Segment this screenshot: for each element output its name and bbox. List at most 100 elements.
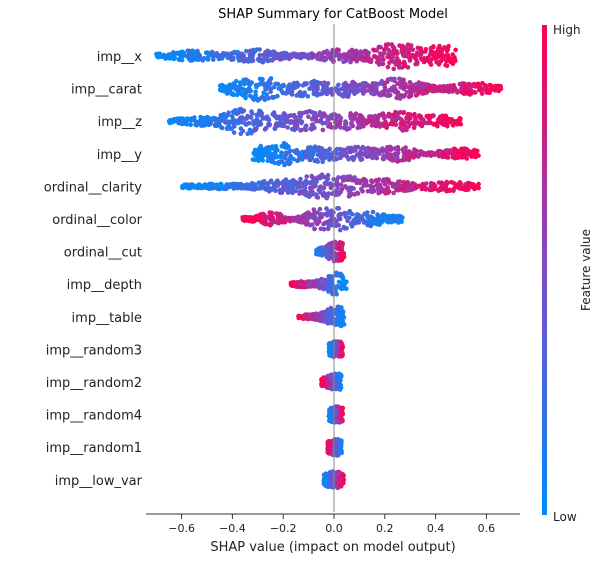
shap-point: [408, 43, 414, 48]
shap-point: [334, 188, 339, 194]
shap-point: [202, 56, 207, 61]
shap-point: [202, 118, 207, 124]
shap-point: [411, 121, 416, 126]
shap-point: [226, 110, 231, 115]
shap-point: [316, 187, 322, 193]
shap-point: [319, 378, 325, 384]
shap-point: [336, 279, 342, 285]
shap-point: [318, 317, 323, 322]
shap-point: [230, 55, 236, 60]
shap-point: [336, 47, 341, 53]
shap-point: [312, 284, 318, 289]
shap-point: [238, 126, 244, 131]
shap-point: [218, 114, 224, 120]
shap-point: [172, 55, 177, 61]
shap-point: [376, 112, 382, 118]
shap-point: [225, 51, 230, 57]
shap-point: [188, 122, 193, 128]
shap-point: [352, 115, 358, 121]
shap-point: [326, 247, 332, 252]
shap-point: [307, 185, 313, 191]
shap-point: [371, 154, 376, 160]
shap-point: [295, 158, 300, 164]
shap-point: [498, 84, 504, 89]
shap-point: [226, 126, 232, 131]
shap-point: [280, 90, 286, 96]
shap-point: [365, 188, 371, 194]
shap-point: [323, 482, 328, 488]
shap-point: [310, 174, 315, 180]
shap-point: [325, 150, 330, 155]
shap-point: [297, 185, 303, 190]
shap-point: [205, 50, 211, 55]
shap-point: [414, 61, 420, 67]
shap-point: [299, 120, 304, 126]
shap-point: [337, 121, 343, 127]
feature-label: imp__z: [98, 115, 143, 130]
shap-point: [415, 92, 420, 97]
shap-point: [287, 183, 293, 189]
shap-point: [355, 144, 361, 150]
shap-point: [350, 123, 356, 129]
shap-point: [224, 182, 230, 187]
shap-point: [473, 90, 478, 95]
shap-point: [275, 214, 281, 219]
shap-point: [338, 115, 344, 121]
shap-point: [352, 56, 357, 62]
shap-point: [460, 151, 466, 156]
shap-point: [186, 186, 191, 191]
shap-point: [309, 314, 314, 320]
shap-point: [328, 305, 334, 311]
shap-point: [326, 181, 331, 187]
shap-point: [413, 82, 419, 87]
shap-point: [385, 190, 391, 196]
colorbar-title: Feature value: [579, 229, 593, 311]
shap-point: [421, 152, 427, 158]
shap-point: [312, 226, 317, 232]
shap-point: [335, 437, 341, 442]
feature-points: [296, 304, 347, 329]
shap-point: [418, 81, 424, 87]
shap-point: [348, 113, 353, 119]
shap-point: [272, 113, 278, 119]
shap-point: [296, 313, 301, 319]
shap-point: [450, 61, 456, 67]
feature-label: imp__low_var: [55, 474, 143, 489]
shap-point: [400, 183, 405, 189]
data-points: [154, 42, 504, 491]
shap-point: [302, 126, 307, 132]
shap-point: [356, 218, 361, 224]
shap-point: [359, 113, 364, 119]
shap-point: [428, 45, 434, 51]
shap-point: [461, 81, 466, 87]
shap-point: [192, 53, 198, 58]
shap-point: [382, 123, 387, 129]
shap-point: [300, 214, 305, 219]
shap-point: [284, 119, 289, 125]
shap-point: [385, 185, 391, 190]
shap-point: [241, 108, 247, 113]
shap-point: [223, 119, 229, 124]
shap-point: [249, 109, 254, 114]
shap-point: [260, 153, 266, 159]
feature-points: [288, 270, 349, 297]
shap-point: [244, 116, 249, 121]
shap-point: [213, 116, 219, 122]
shap-point: [339, 284, 345, 290]
shap-point: [336, 471, 342, 476]
shap-point: [458, 116, 463, 121]
shap-point: [286, 56, 292, 62]
shap-point: [435, 49, 441, 54]
shap-point: [317, 110, 323, 115]
shap-point: [360, 217, 366, 223]
shap-point: [272, 186, 277, 191]
shap-point: [320, 212, 325, 217]
shap-point: [181, 120, 187, 126]
shap-point: [356, 178, 361, 183]
shap-point: [386, 111, 392, 117]
shap-point: [271, 84, 277, 90]
shap-point: [471, 150, 477, 156]
shap-point: [372, 54, 378, 59]
shap-point: [382, 84, 388, 90]
shap-point: [185, 117, 190, 123]
